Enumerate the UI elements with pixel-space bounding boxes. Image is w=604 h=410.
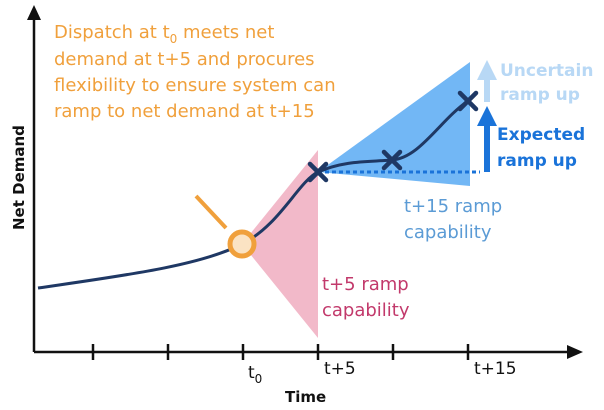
dispatch-annotation-pre: Dispatch at t bbox=[54, 22, 170, 43]
t5-marker bbox=[307, 161, 329, 183]
t15-marker bbox=[457, 90, 479, 112]
t5-capability-label-line2: capability bbox=[322, 300, 410, 321]
y-axis-label: Net Demand bbox=[10, 125, 28, 230]
t5-capability-label-line1: t+5 ramp bbox=[322, 274, 409, 295]
expected-label-line2: ramp up bbox=[497, 151, 577, 171]
intermediate-marker bbox=[381, 149, 403, 171]
t15-capability-label-line2: capability bbox=[404, 222, 492, 243]
t5-capability-region bbox=[242, 150, 318, 338]
expected-label-line1: Expected bbox=[497, 125, 585, 145]
t15-capability-label-line1: t+15 ramp bbox=[404, 196, 502, 217]
dispatch-annotation-post: meets net demand at t+5 and procures fle… bbox=[54, 22, 336, 122]
uncertain-ramp-arrow bbox=[477, 60, 497, 102]
x-axis-ticks bbox=[91, 344, 470, 360]
dispatch-point-marker bbox=[227, 229, 257, 259]
y-axis-arrowhead bbox=[27, 5, 41, 20]
net-demand-curve bbox=[37, 99, 469, 290]
dispatch-annotation: Dispatch at t0 meets net demand at t+5 a… bbox=[54, 20, 344, 125]
uncertain-label-line2: ramp up bbox=[500, 85, 580, 105]
tick-label-t0: t0 bbox=[248, 363, 262, 386]
t15-capability-region bbox=[318, 62, 470, 186]
x-axis-label: Time bbox=[285, 388, 326, 406]
dispatch-annotation-sub: 0 bbox=[169, 32, 178, 46]
expected-ramp-arrow bbox=[477, 106, 497, 172]
tick-label-t5: t+5 bbox=[324, 359, 356, 379]
x-axis-arrowhead bbox=[567, 345, 583, 359]
uncertain-label-line1: Uncertain bbox=[500, 61, 593, 81]
annotation-pointer bbox=[194, 194, 228, 230]
tick-label-t15: t+15 bbox=[474, 359, 517, 379]
